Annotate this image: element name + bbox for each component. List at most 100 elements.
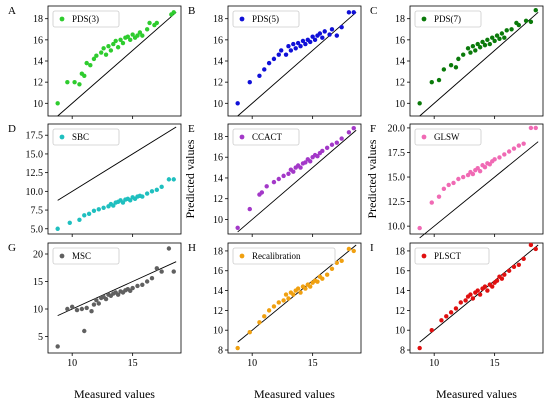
data-point (106, 43, 111, 49)
data-point (497, 155, 502, 160)
data-point (286, 171, 291, 177)
data-point (477, 168, 483, 174)
data-point (94, 298, 99, 303)
data-point (315, 153, 320, 159)
y-tick-label: 12.5 (26, 168, 44, 179)
legend-marker (59, 253, 65, 259)
data-point (523, 18, 529, 24)
data-point (82, 213, 87, 218)
reference-line (57, 126, 177, 201)
y-tick-label: 15 (33, 277, 43, 288)
panel-b: B 10 12 14 16 18 PDS(5) (188, 5, 362, 119)
panel-a: A 10 12 14 16 18 PDS(3) (8, 5, 182, 119)
data-point (235, 225, 240, 230)
data-point (247, 329, 252, 335)
data-point (137, 30, 143, 35)
data-point (502, 35, 507, 40)
reference-line (57, 261, 177, 317)
y-tick-label: 14 (33, 57, 43, 68)
reference-line (419, 141, 539, 239)
data-point (171, 10, 176, 15)
data-point (499, 31, 505, 36)
axes-frame (47, 123, 182, 235)
legend-marker (421, 134, 427, 140)
data-point (257, 320, 262, 325)
data-point (288, 48, 294, 53)
y-tick-label: 10 (33, 99, 43, 110)
data-point (477, 45, 483, 50)
axes-frame (227, 123, 362, 235)
panel-letter: C (370, 5, 377, 17)
data-point (154, 20, 160, 26)
y-tick-label: 12.5 (388, 197, 406, 208)
data-point (339, 258, 344, 264)
axes-frame (47, 242, 182, 354)
data-point (473, 48, 478, 53)
y-axis-label: Predicted values (183, 139, 197, 218)
y-tick-label: 10 (213, 215, 223, 226)
data-point (77, 82, 82, 87)
y-tick-label: 18 (213, 246, 223, 257)
data-point (291, 169, 296, 174)
data-point (235, 345, 240, 351)
x-tick-label: 15 (128, 358, 138, 369)
legend-marker (59, 16, 65, 22)
data-point (77, 217, 82, 222)
data-point (477, 292, 483, 297)
y-tick-label: 10 (213, 326, 223, 337)
data-point (320, 276, 325, 281)
panel-letter: D (8, 123, 16, 135)
data-point (65, 306, 70, 312)
data-point (295, 40, 301, 46)
data-point (149, 189, 155, 194)
y-tick-label: 10 (33, 305, 43, 316)
legend-box (52, 128, 120, 146)
data-point (101, 46, 106, 51)
panel-f: F 10.0 12.5 15.0 17.5 20.0 GLSW Predicted value… (365, 123, 544, 239)
data-point (490, 35, 495, 40)
y-tick-label: 10 (395, 326, 405, 337)
data-point (300, 38, 306, 44)
data-point (339, 24, 344, 30)
data-point (329, 142, 335, 147)
data-point (429, 79, 434, 85)
data-point (262, 67, 267, 72)
x-tick-label: 15 (308, 358, 318, 369)
data-point (271, 304, 277, 309)
data-point (108, 48, 114, 53)
data-point (453, 306, 459, 311)
data-point (291, 41, 296, 47)
data-point (511, 146, 517, 151)
data-point (492, 38, 497, 44)
data-point (281, 298, 286, 303)
panel-e: E 10 12 14 16 18 CCACT Predicted values (183, 123, 362, 237)
y-tick-label: 14 (213, 173, 223, 184)
data-point (303, 286, 308, 291)
data-point (436, 194, 442, 199)
data-point (327, 32, 332, 37)
x-tick-label: 10 (67, 358, 77, 369)
x-tick-label: 15 (490, 358, 500, 369)
data-point (509, 27, 514, 32)
axes-frame (409, 242, 544, 354)
y-tick-label: 16 (213, 35, 223, 46)
data-point (453, 65, 459, 70)
y-tick-label: 14 (395, 57, 405, 68)
data-point (135, 33, 140, 38)
data-point (257, 73, 262, 79)
legend-box (414, 128, 482, 146)
data-point (79, 306, 85, 312)
data-point (149, 276, 155, 281)
data-point (475, 41, 480, 47)
data-point (55, 226, 60, 231)
y-tick-label: 16 (395, 35, 405, 46)
data-point (521, 256, 526, 262)
legend-label: PDS(5) (252, 14, 279, 24)
data-point (429, 200, 434, 205)
data-point (494, 33, 500, 38)
data-point (475, 288, 480, 293)
data-point (439, 318, 444, 323)
data-point (298, 165, 303, 170)
data-point (144, 279, 150, 284)
panel-i: I 8 10 12 14 16 18 10 15 PLSCT (370, 242, 544, 369)
